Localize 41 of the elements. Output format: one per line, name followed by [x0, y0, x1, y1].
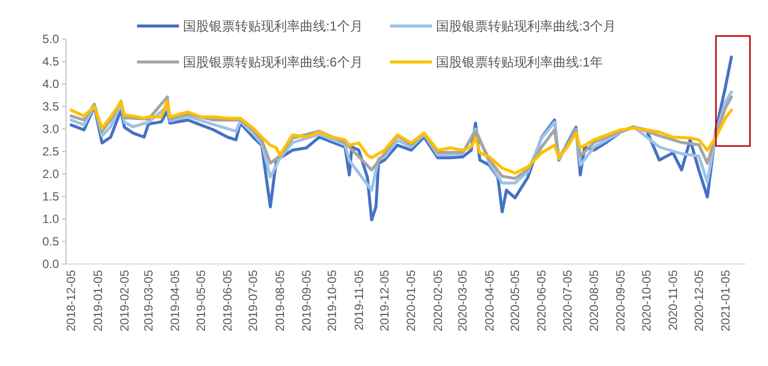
x-tick-label: 2020-06-05 — [534, 270, 549, 332]
legend-label: 国股银票转贴现利率曲线:6个月 — [183, 54, 363, 70]
y-tick-label: 4.0 — [42, 77, 60, 91]
x-tick-label: 2020-09-05 — [614, 270, 628, 332]
x-tick-label: 2019-06-05 — [220, 270, 234, 332]
x-tick-label: 2020-04-05 — [482, 270, 496, 332]
x-tick-label: 2019-08-05 — [272, 270, 287, 332]
x-tick-label: 2018-12-05 — [64, 270, 78, 332]
legend-label: 国股银票转贴现利率曲线:1年 — [436, 54, 603, 70]
y-tick-label: 1.0 — [42, 212, 60, 226]
x-tick-label: 2020-10-05 — [639, 270, 654, 332]
x-tick-label: 2019-11-05 — [352, 270, 366, 330]
x-tick-label: 2019-05-05 — [194, 270, 208, 332]
y-tick-label: 0.5 — [42, 234, 60, 248]
x-tick-label: 2020-02-05 — [430, 270, 445, 332]
x-tick-label: 2021-01-05 — [718, 270, 732, 332]
x-tick-label: 2020-01-05 — [404, 270, 418, 332]
y-tick-label: 0.0 — [42, 257, 60, 271]
x-tick-label: 2019-04-05 — [168, 270, 182, 332]
x-tick-label: 2019-12-05 — [378, 270, 392, 332]
x-tick-label: 2020-11-05 — [666, 270, 680, 330]
legend-label: 国股银票转贴现利率曲线:3个月 — [436, 18, 616, 34]
x-tick-label: 2019-09-05 — [299, 270, 314, 332]
y-tick-label: 1.5 — [42, 190, 60, 204]
x-tick-label: 2020-07-05 — [560, 270, 574, 332]
x-tick-label: 2019-07-05 — [246, 270, 260, 332]
x-tick-label: 2019-02-05 — [117, 270, 132, 332]
x-tick-label: 2020-03-05 — [456, 270, 470, 332]
y-tick-label: 3.0 — [42, 122, 60, 136]
legend-label: 国股银票转贴现利率曲线:1个月 — [183, 18, 363, 34]
y-tick-label: 2.5 — [42, 144, 60, 158]
y-tick-label: 3.5 — [42, 100, 60, 114]
x-tick-label: 2020-08-05 — [587, 270, 602, 332]
x-tick-label: 2019-03-05 — [141, 270, 156, 332]
x-tick-label: 2020-12-05 — [692, 270, 706, 332]
y-tick-label: 5.0 — [42, 32, 60, 46]
x-tick-label: 2019-01-05 — [90, 270, 105, 332]
x-tick-label: 2020-05-05 — [508, 270, 522, 332]
y-tick-label: 4.5 — [42, 54, 60, 68]
x-tick-label: 2019-10-05 — [325, 270, 340, 332]
y-tick-label: 2.0 — [42, 167, 60, 181]
